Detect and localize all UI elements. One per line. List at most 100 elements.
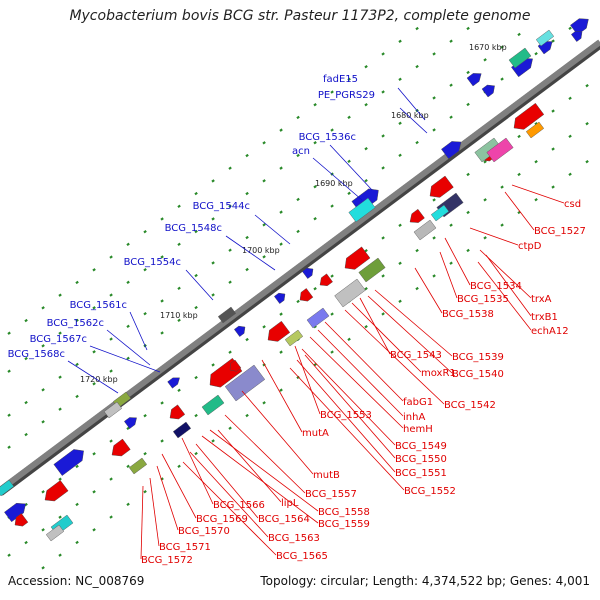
- feature-block-shape: [103, 401, 123, 419]
- reverse-leader-line: [374, 289, 453, 357]
- scale-tick: [211, 439, 215, 443]
- scale-tick: [245, 153, 249, 158]
- feature-block-shape: [508, 47, 532, 69]
- reverse-gene-label: BCG_1558: [318, 507, 370, 518]
- feature-block: [284, 329, 304, 347]
- scale-tick: [500, 45, 504, 49]
- reverse-gene-label: trxB1: [531, 312, 558, 323]
- scale-tick: [211, 261, 215, 265]
- scale-tick: [245, 235, 249, 240]
- reverse-gene-shape: [513, 102, 545, 130]
- reverse-gene-label: BCG_1549: [395, 441, 447, 452]
- scale-tick: [75, 362, 79, 367]
- scale-tick: [211, 363, 215, 367]
- scale-tick: [75, 464, 79, 469]
- reverse-gene-label: fabG1: [403, 397, 433, 408]
- feature-block-shape: [0, 479, 15, 497]
- scale-tick: [568, 96, 572, 101]
- feature-block-shape: [224, 364, 266, 402]
- forward-gene-label: BCG_1568c: [8, 349, 65, 360]
- reverse-gene-label: BCG_1565: [276, 551, 328, 562]
- scale-tick: [109, 293, 113, 297]
- scale-tick: [551, 109, 555, 113]
- reverse-leader-line: [296, 359, 396, 473]
- reverse-gene: [344, 246, 371, 270]
- forward-leader-line: [399, 107, 428, 134]
- reverse-gene-label: ctpD: [518, 241, 542, 252]
- scale-tick: [109, 439, 113, 443]
- scale-tick: [483, 198, 487, 202]
- reverse-gene: [409, 208, 425, 223]
- feature-block-shape: [128, 457, 148, 475]
- forward-leader-line: [89, 345, 161, 373]
- scale-tick: [279, 128, 283, 132]
- feature-block-shape: [284, 329, 304, 347]
- scale-label: 1720 kbp: [80, 375, 118, 384]
- reverse-leader-line: [261, 359, 303, 433]
- scale-tick: [364, 324, 368, 329]
- reverse-leader-line: [367, 295, 453, 374]
- scale-tick: [75, 394, 79, 399]
- scale-tick: [432, 128, 436, 132]
- feature-block-shape: [535, 29, 555, 47]
- scale-tick: [517, 172, 521, 177]
- scale-tick: [177, 464, 181, 468]
- scale-tick: [534, 52, 538, 56]
- scale-tick: [58, 407, 62, 411]
- scale-tick: [194, 191, 198, 196]
- scale-tick: [109, 477, 113, 481]
- scale-tick: [381, 134, 385, 138]
- feature-block-shape: [172, 421, 192, 439]
- reverse-leader-line: [304, 354, 396, 459]
- reverse-gene: [111, 438, 131, 457]
- reverse-gene-shape: [229, 359, 242, 372]
- scale-label: 1670 kbp: [469, 43, 507, 52]
- scale-tick: [585, 83, 589, 88]
- forward-gene: [234, 325, 246, 337]
- reverse-gene-label: BCG_1557: [305, 489, 357, 500]
- scale-tick: [279, 350, 283, 354]
- forward-leader-line: [185, 269, 214, 301]
- scale-tick: [160, 255, 164, 259]
- scale-tick: [364, 64, 368, 69]
- forward-gene-label: BCG_1544c: [193, 201, 250, 212]
- scale-tick: [7, 553, 11, 557]
- feature-block-shape: [217, 306, 237, 324]
- reverse-gene: [169, 404, 186, 420]
- scale-tick: [432, 198, 436, 202]
- scale-tick: [24, 432, 28, 437]
- reverse-gene-label: BCG_1535: [457, 294, 509, 305]
- scale-tick: [296, 299, 300, 304]
- feature-block: [334, 278, 366, 308]
- scale-tick: [517, 32, 521, 37]
- scale-tick: [194, 413, 198, 418]
- scale-tick: [381, 166, 385, 170]
- reverse-leader-line: [344, 309, 445, 405]
- scale-tick: [75, 280, 79, 285]
- scale-tick: [228, 248, 232, 252]
- reverse-leader-line: [181, 437, 214, 505]
- forward-leader-line: [106, 329, 151, 366]
- reverse-leader-line: [224, 414, 306, 494]
- scale-tick: [398, 299, 402, 303]
- scale-tick: [194, 229, 198, 234]
- scale-tick: [279, 388, 283, 392]
- scale-tick: [313, 287, 317, 291]
- reverse-leader-line: [209, 429, 319, 512]
- reverse-gene-label: BCG_1551: [395, 468, 447, 479]
- scale-tick: [58, 331, 62, 335]
- scale-tick: [551, 147, 555, 151]
- reverse-leader-line: [469, 227, 519, 246]
- scale-tick: [313, 325, 317, 329]
- forward-gene-shape: [571, 30, 583, 42]
- scale-tick: [517, 134, 521, 139]
- scale-tick: [24, 356, 28, 361]
- forward-gene-label: PE_PGRS29: [318, 90, 375, 101]
- scale-tick: [415, 64, 419, 69]
- forward-gene-shape: [124, 417, 137, 429]
- reverse-gene-shape: [299, 288, 314, 302]
- scale-tick: [381, 52, 385, 56]
- feature-block: [486, 137, 514, 163]
- reverse-leader-line: [182, 461, 277, 556]
- scale-tick: [364, 146, 368, 151]
